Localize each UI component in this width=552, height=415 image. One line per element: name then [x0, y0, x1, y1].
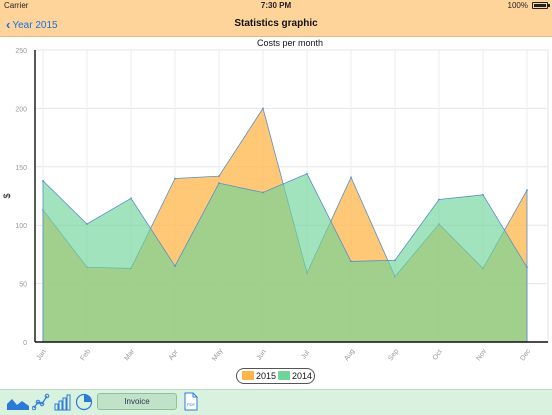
data-point-2014 — [262, 191, 264, 194]
x-tick-label: Jun — [256, 348, 268, 361]
y-tick-label: 250 — [15, 48, 27, 55]
x-tick-label: Nov — [475, 348, 488, 363]
data-point-2014 — [482, 193, 484, 196]
data-point-2015 — [350, 176, 352, 179]
legend-item-2014: 2014 — [278, 371, 312, 381]
x-tick-label: Oct — [432, 349, 444, 362]
bottom-toolbar: Invoice PDF — [0, 389, 552, 415]
x-tick-label: Jul — [300, 349, 311, 361]
data-point-2014 — [218, 182, 220, 185]
chevron-left-icon: ‹ — [6, 17, 11, 32]
x-tick-label: Sep — [387, 348, 400, 362]
y-tick-label: 200 — [15, 106, 27, 113]
data-point-2014 — [42, 179, 44, 182]
page-title: Statistics graphic — [234, 18, 318, 29]
data-point-2015 — [262, 107, 264, 110]
legend-swatch-2015 — [242, 371, 254, 380]
invoice-button[interactable]: Invoice — [97, 393, 177, 410]
y-tick-label: 150 — [15, 165, 27, 172]
x-tick-label: Aug — [343, 348, 356, 362]
back-button[interactable]: ‹ Year 2015 — [6, 17, 58, 32]
y-tick-label: 100 — [15, 223, 27, 230]
costs-chart: Costs per month $ 0 50 100 150 200 250 Jan Feb M… — [2, 38, 549, 363]
chart-legend: 2015 2014 — [236, 368, 315, 384]
line-chart-icon[interactable] — [32, 393, 50, 411]
status-bar: Carrier 7:30 PM 100% — [0, 0, 552, 12]
data-point-2014 — [86, 223, 88, 225]
carrier-label: Carrier — [4, 1, 29, 10]
pdf-icon[interactable]: PDF — [184, 392, 198, 411]
data-point-2015 — [526, 189, 528, 192]
area-chart-icon[interactable] — [7, 396, 29, 410]
navigation-bar: ‹ Year 2015 Statistics graphic — [0, 12, 552, 37]
y-axis-label: $ — [2, 193, 12, 198]
data-point-2014 — [394, 259, 396, 262]
data-point-2015 — [174, 177, 176, 180]
x-tick-label: Jan — [36, 348, 48, 361]
y-tick-label: 0 — [23, 340, 27, 347]
legend-label-2014: 2014 — [292, 371, 313, 381]
data-point-2014 — [174, 265, 176, 267]
bar-chart-icon[interactable] — [54, 394, 72, 411]
data-point-2015 — [218, 175, 220, 178]
legend-item-2015: 2015 — [242, 371, 276, 381]
data-point-2014 — [130, 197, 132, 200]
data-point-2014 — [350, 260, 352, 263]
x-tick-label: May — [211, 347, 225, 362]
battery-icon — [532, 2, 550, 9]
x-tick-label: Dec — [519, 348, 532, 363]
legend-label-2015: 2015 — [256, 371, 277, 381]
y-tick-label: 50 — [19, 282, 27, 289]
x-tick-label: Apr — [168, 348, 180, 361]
chart-axes — [34, 50, 548, 343]
chart-areas — [42, 107, 528, 343]
pdf-icon-label: PDF — [187, 402, 196, 407]
pie-chart-icon[interactable] — [75, 393, 93, 411]
back-button-label: Year 2015 — [12, 20, 58, 31]
data-point-2014 — [526, 266, 528, 269]
battery-percent: 100% — [507, 1, 528, 10]
clock: 7:30 PM — [260, 1, 292, 10]
chart-title: Costs per month — [257, 38, 323, 48]
x-tick-label: Feb — [79, 348, 92, 362]
data-point-2014 — [438, 198, 440, 201]
x-tick-label: Mar — [123, 348, 136, 362]
data-point-2014 — [306, 172, 308, 175]
legend-swatch-2014 — [278, 371, 290, 380]
